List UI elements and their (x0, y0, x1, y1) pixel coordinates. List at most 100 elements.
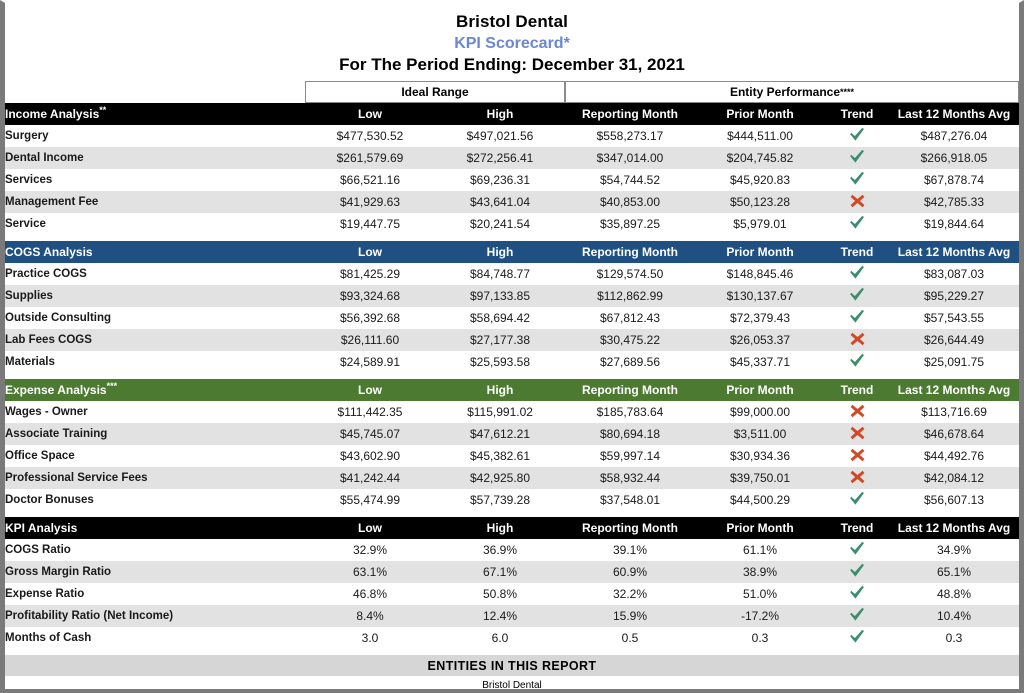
row-label: Services (5, 169, 305, 191)
cell-low: $45,745.07 (305, 423, 435, 445)
column-header-high: High (435, 379, 565, 401)
trend-cross-icon (850, 470, 865, 484)
cell-low: $261,579.69 (305, 147, 435, 169)
column-header-prior-month: Prior Month (695, 241, 825, 263)
table-row: Expense Ratio 46.8% 50.8% 32.2% 51.0% 48.8% (5, 583, 1019, 605)
section-gap (5, 235, 1019, 241)
column-header-trend: Trend (825, 379, 889, 401)
column-header-high: High (435, 241, 565, 263)
cell-last-12-avg: $57,543.55 (889, 307, 1019, 329)
cell-last-12-avg: 65.1% (889, 561, 1019, 583)
cell-prior-month: $45,337.71 (695, 351, 825, 373)
table-row: Outside Consulting $56,392.68 $58,694.42 $6… (5, 307, 1019, 329)
section-gap-cell (5, 373, 1019, 379)
cell-high: 6.0 (435, 627, 565, 649)
table-row: Lab Fees COGS $26,111.60 $27,177.38 $30,475… (5, 329, 1019, 351)
cell-trend (825, 329, 889, 351)
table-row: Doctor Bonuses $55,474.99 $57,739.28 $37,54… (5, 489, 1019, 511)
trend-cross-icon (850, 332, 865, 346)
cell-prior-month: $130,137.67 (695, 285, 825, 307)
cell-low: 63.1% (305, 561, 435, 583)
column-header-high: High (435, 103, 565, 125)
trend-check-icon (849, 353, 865, 368)
cell-low: $43,602.90 (305, 445, 435, 467)
cell-high: $272,256.41 (435, 147, 565, 169)
cell-reporting-month: 32.2% (565, 583, 695, 605)
table-row: Services $66,521.16 $69,236.31 $54,744.52 $4… (5, 169, 1019, 191)
row-label: Outside Consulting (5, 307, 305, 329)
section-header-cogs: COGS Analysis Low High Reporting Month Prior… (5, 241, 1019, 263)
column-header-reporting-month: Reporting Month (565, 241, 695, 263)
column-header-low: Low (305, 103, 435, 125)
group-header-entity-performance-label: Entity Performance (729, 85, 841, 99)
cell-reporting-month: 60.9% (565, 561, 695, 583)
footer-title: ENTITIES IN THIS REPORT (5, 655, 1019, 676)
cell-trend (825, 423, 889, 445)
row-label: Management Fee (5, 191, 305, 213)
row-label: Service (5, 213, 305, 235)
table-row: Profitability Ratio (Net Income) 8.4% 12.4… (5, 605, 1019, 627)
cell-high: $97,133.85 (435, 285, 565, 307)
column-header-reporting-month: Reporting Month (565, 103, 695, 125)
cell-reporting-month: $185,783.64 (565, 401, 695, 423)
group-header-ideal-range: Ideal Range (305, 81, 565, 103)
column-header-last-12-avg: Last 12 Months Avg (889, 379, 1019, 401)
cell-reporting-month: $112,862.99 (565, 285, 695, 307)
cell-last-12-avg: $56,607.13 (889, 489, 1019, 511)
trend-check-icon (849, 563, 865, 578)
column-header-trend: Trend (825, 517, 889, 539)
trend-cross-icon (850, 404, 865, 418)
cell-trend (825, 445, 889, 467)
section-gap (5, 511, 1019, 517)
row-label: Months of Cash (5, 627, 305, 649)
column-header-trend: Trend (825, 103, 889, 125)
trend-cross-icon (850, 448, 865, 462)
cell-last-12-avg: $113,716.69 (889, 401, 1019, 423)
column-header-trend: Trend (825, 241, 889, 263)
report-body: Bristol Dental KPI Scorecard* For The Pe… (5, 3, 1019, 689)
cell-prior-month: $444,511.00 (695, 125, 825, 147)
cell-last-12-avg: $83,087.03 (889, 263, 1019, 285)
cell-trend (825, 307, 889, 329)
row-label: Practice COGS (5, 263, 305, 285)
table-row: Surgery $477,530.52 $497,021.56 $558,273.17… (5, 125, 1019, 147)
section-title-income: Income Analysis** (5, 103, 305, 125)
section-title-kpi: KPI Analysis (5, 517, 305, 539)
cell-trend (825, 125, 889, 147)
row-label: Office Space (5, 445, 305, 467)
cell-prior-month: $204,745.82 (695, 147, 825, 169)
cell-last-12-avg: $25,091.75 (889, 351, 1019, 373)
cell-reporting-month: $558,273.17 (565, 125, 695, 147)
column-header-high: High (435, 517, 565, 539)
trend-check-icon (849, 541, 865, 556)
section-title-expense: Expense Analysis*** (5, 379, 305, 401)
table-row: Months of Cash 3.0 6.0 0.5 0.3 0.3 (5, 627, 1019, 649)
column-header-last-12-avg: Last 12 Months Avg (889, 103, 1019, 125)
cell-reporting-month: 15.9% (565, 605, 695, 627)
cell-low: $41,242.44 (305, 467, 435, 489)
cell-high: $497,021.56 (435, 125, 565, 147)
column-header-prior-month: Prior Month (695, 103, 825, 125)
cell-reporting-month: 39.1% (565, 539, 695, 561)
report-footer: ENTITIES IN THIS REPORT Bristol Dental (5, 655, 1019, 689)
cell-high: 36.9% (435, 539, 565, 561)
cell-prior-month: $39,750.01 (695, 467, 825, 489)
table-row: Management Fee $41,929.63 $43,641.04 $40,85… (5, 191, 1019, 213)
row-label: Dental Income (5, 147, 305, 169)
kpi-table: Income Analysis** Low High Reporting Month P… (5, 103, 1019, 649)
cell-high: $69,236.31 (435, 169, 565, 191)
cell-reporting-month: $80,694.18 (565, 423, 695, 445)
table-row: Professional Service Fees $41,242.44 $42,9… (5, 467, 1019, 489)
cell-last-12-avg: 0.3 (889, 627, 1019, 649)
cell-low: 3.0 (305, 627, 435, 649)
table-row: Dental Income $261,579.69 $272,256.41 $347,… (5, 147, 1019, 169)
trend-check-icon (849, 215, 865, 230)
cell-low: $55,474.99 (305, 489, 435, 511)
row-label: Doctor Bonuses (5, 489, 305, 511)
row-label: COGS Ratio (5, 539, 305, 561)
report-period: For The Period Ending: December 31, 2021 (339, 55, 685, 74)
cell-low: $93,324.68 (305, 285, 435, 307)
cell-high: $20,241.54 (435, 213, 565, 235)
row-label: Materials (5, 351, 305, 373)
column-header-low: Low (305, 379, 435, 401)
